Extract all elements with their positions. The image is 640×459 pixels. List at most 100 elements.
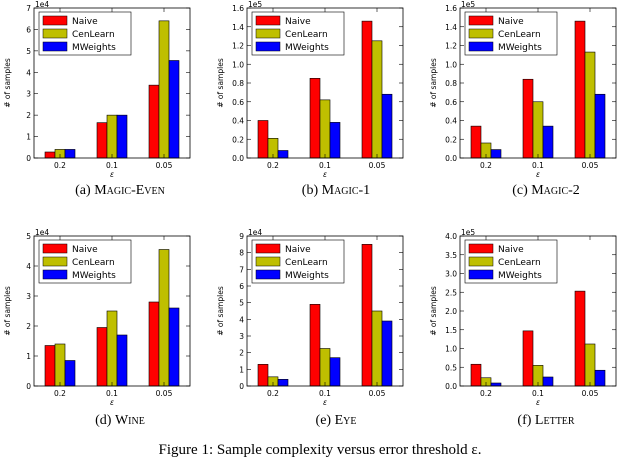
bar-naive-1 xyxy=(96,327,108,387)
x-tick-label: 0.05 xyxy=(582,161,599,170)
legend-swatch-mweights xyxy=(42,41,68,52)
bar-naive-1 xyxy=(309,78,321,159)
y-tick-label: 3 xyxy=(26,292,31,301)
bar-naive-2 xyxy=(148,84,160,159)
y-tick-label: 1.5 xyxy=(445,326,457,335)
legend-swatch-cenlearn xyxy=(468,256,494,267)
subcaption-label: (e) xyxy=(315,413,332,428)
y-tick-label: 1.2 xyxy=(445,42,457,51)
y-tick-label: 0 xyxy=(239,382,244,391)
y-tick-label: 0.0 xyxy=(445,382,457,391)
x-tick-label: 0.05 xyxy=(156,161,173,170)
y-tick-label: 1 xyxy=(239,365,244,374)
x-tick-label: 0.05 xyxy=(156,389,173,398)
x-axis-label: ε xyxy=(323,170,327,179)
legend-swatch-mweights xyxy=(468,269,494,280)
subcaption-name: Letter xyxy=(534,413,575,428)
subcaption-label: (b) xyxy=(301,183,319,198)
bar-naive-2 xyxy=(361,244,373,387)
bar-naive-1 xyxy=(522,330,534,387)
y-tick-label: 0.2 xyxy=(232,135,244,144)
bar-cenlearn-2 xyxy=(158,20,170,159)
bar-naive-2 xyxy=(574,290,586,387)
y-tick-label: 9 xyxy=(239,232,244,241)
bar-cenlearn-1 xyxy=(319,99,331,159)
y-tick-label: 0.5 xyxy=(445,363,457,372)
y-tick-label: 8 xyxy=(239,249,244,258)
subcaption-label: (c) xyxy=(512,183,528,198)
bar-mweights-1 xyxy=(542,125,554,159)
subcaption-label: (f) xyxy=(517,413,532,428)
chart-magic-1: 0.0 0.2 0.4 0.6 0.8 1.0 1.2 1.4 1.6 1e5 0.2 0.1 0.05… xyxy=(216,0,404,179)
y-tick-label: 3 xyxy=(26,90,31,99)
chart-magic-2: 0.0 0.2 0.4 0.6 0.8 1.0 1.2 1.4 1.6 1e5 0.2 0.1 0.05… xyxy=(429,0,617,179)
subcaption-magic-1: (b) Magic-1 xyxy=(236,183,436,199)
bar-mweights-1 xyxy=(116,114,128,159)
y-exponent-label: 1e5 xyxy=(461,228,475,237)
y-tick-label: 1.0 xyxy=(445,345,457,354)
y-tick-label: 1.2 xyxy=(232,42,244,51)
y-tick-label: 1.0 xyxy=(232,60,244,69)
bar-mweights-1 xyxy=(329,122,341,159)
bar-naive-0 xyxy=(257,364,269,387)
legend-label-mweights: MWeights xyxy=(72,271,116,281)
x-tick-label: 0.1 xyxy=(319,389,331,398)
y-tick-label: 1 xyxy=(26,133,31,142)
legend-swatch-cenlearn xyxy=(42,28,68,39)
legend-swatch-naive xyxy=(468,15,494,26)
legend-label-mweights: MWeights xyxy=(72,43,116,53)
legend-label-naive: Naive xyxy=(285,17,311,27)
bar-mweights-1 xyxy=(542,376,554,387)
legend-label-mweights: MWeights xyxy=(285,43,329,53)
x-tick-label: 0.2 xyxy=(480,389,492,398)
bar-cenlearn-1 xyxy=(319,348,331,387)
y-tick-label: 0.6 xyxy=(232,98,244,107)
x-tick-label: 0.1 xyxy=(319,161,331,170)
chart-wine: 0 1 2 3 4 5 1e4 0.2 0.1 0.05 ε # of samples Naive Cen… xyxy=(3,228,191,407)
legend-label-mweights: MWeights xyxy=(498,271,542,281)
bar-mweights-2 xyxy=(594,93,606,159)
legend-label-cenlearn: CenLearn xyxy=(72,30,115,40)
y-tick-label: 0.2 xyxy=(445,135,457,144)
chart-letter: 0.0 0.5 1.0 1.5 2.0 2.5 3.0 3.5 4.0 1e5 0.2 0.1 0.05… xyxy=(429,228,617,407)
bar-naive-0 xyxy=(257,120,269,159)
legend-swatch-naive xyxy=(42,15,68,26)
bar-mweights-2 xyxy=(168,60,180,159)
legend-label-cenlearn: CenLearn xyxy=(498,30,541,40)
y-axis-label: # of samples xyxy=(3,286,12,336)
bar-cenlearn-2 xyxy=(584,51,596,159)
legend-label-mweights: MWeights xyxy=(498,43,542,53)
subcaption-eye: (e) Eye xyxy=(236,413,436,429)
subcaption-magic-2: (c) Magic-2 xyxy=(446,183,640,199)
subcaption-letter: (f) Letter xyxy=(446,413,640,429)
legend-label-mweights: MWeights xyxy=(285,271,329,281)
y-tick-label: 0.8 xyxy=(445,79,457,88)
legend: Naive CenLearn MWeights xyxy=(38,239,132,284)
subcaption-name: Magic-Even xyxy=(94,183,165,198)
y-tick-label: 2 xyxy=(239,349,244,358)
y-exponent-label: 1e4 xyxy=(35,0,49,9)
legend-swatch-mweights xyxy=(468,41,494,52)
legend-label-naive: Naive xyxy=(285,245,311,255)
legend: Naive CenLearn MWeights xyxy=(251,11,345,56)
y-tick-label: 7 xyxy=(26,4,31,13)
bar-mweights-1 xyxy=(329,357,341,387)
bar-cenlearn-2 xyxy=(371,310,383,387)
y-tick-label: 0.0 xyxy=(445,154,457,163)
x-axis-label: ε xyxy=(110,170,114,179)
x-tick-label: 0.05 xyxy=(582,389,599,398)
subcaption-name: Magic-1 xyxy=(321,183,371,198)
bar-cenlearn-1 xyxy=(106,114,118,159)
y-tick-label: 4 xyxy=(26,262,31,271)
x-tick-label: 0.2 xyxy=(480,161,492,170)
legend-swatch-cenlearn xyxy=(255,28,281,39)
y-exponent-label: 1e4 xyxy=(248,228,262,237)
legend-label-cenlearn: CenLearn xyxy=(72,258,115,268)
x-tick-label: 0.2 xyxy=(267,161,279,170)
x-tick-label: 0.05 xyxy=(369,389,386,398)
y-tick-label: 1.0 xyxy=(445,60,457,69)
x-tick-label: 0.2 xyxy=(54,389,66,398)
y-axis-label: # of samples xyxy=(429,286,438,336)
y-tick-label: 7 xyxy=(239,265,244,274)
x-tick-label: 0.1 xyxy=(532,389,544,398)
